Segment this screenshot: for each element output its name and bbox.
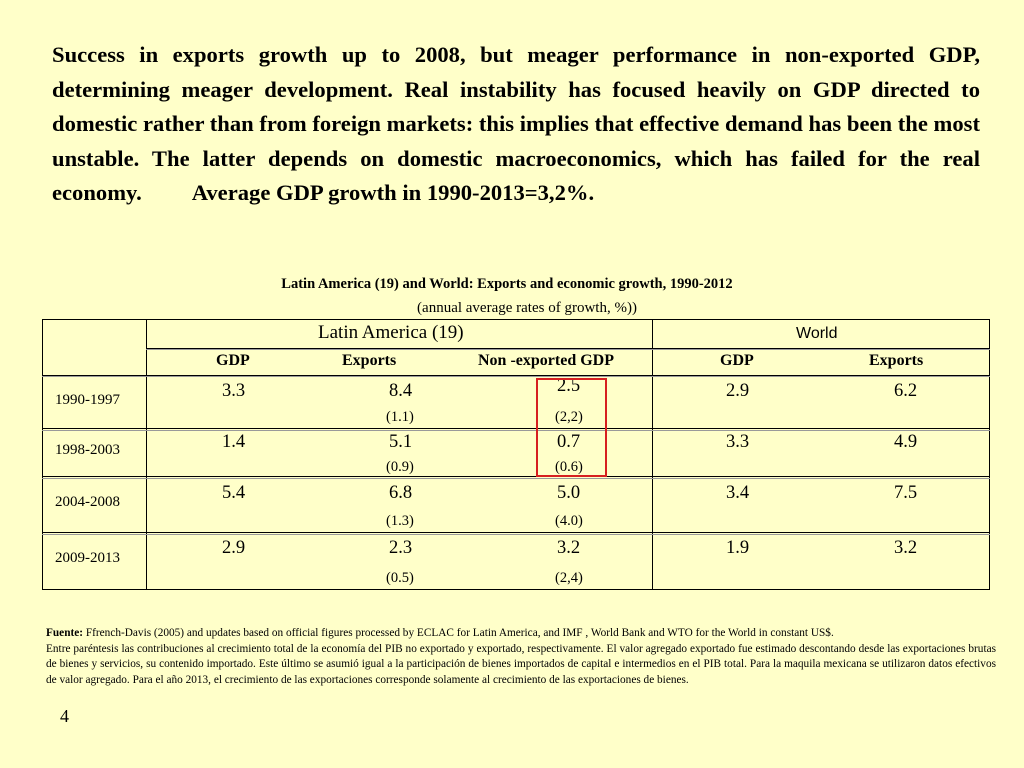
cell-la-non-exported-contrib: (2,4) [555,570,583,586]
cell-world-gdp: 3.4 [726,483,750,503]
cell-la-exports-contrib: (0.5) [386,570,414,586]
cell-world-exports: 3.2 [894,538,918,558]
column-divider-period [146,319,147,590]
cell-la-exports-contrib: (0.9) [386,459,414,475]
cell-la-gdp: 1.4 [222,432,246,452]
cell-world-gdp: 1.9 [726,538,750,558]
cell-la-gdp: 5.4 [222,483,246,503]
intro-text-main: Success in exports growth up to 2008, bu… [52,42,980,206]
subheader-la-gdp: GDP [216,352,250,369]
table-subtitle: (annual average rates of growth, %)) [417,300,637,316]
cell-world-exports: 6.2 [894,381,918,401]
row-divider-3-shade [42,534,990,535]
header-world: World [796,325,838,342]
intro-paragraph: Success in exports growth up to 2008, bu… [52,38,980,211]
row-period: 2004-2008 [55,494,120,510]
row-divider-subheader-shade [42,376,990,377]
row-divider-header-shade [146,349,990,350]
source-note: Fuente: Ffrench-Davis (2005) and updates… [46,626,996,642]
header-latin-america: Latin America (19) [318,322,464,343]
cell-world-gdp: 3.3 [726,432,750,452]
cell-la-gdp: 2.9 [222,538,246,558]
intro-text-tail: Average GDP growth in 1990-2013=3,2%. [191,180,595,206]
cell-la-non-exported-contrib: (0.6) [555,459,583,475]
subheader-world-exports: Exports [869,352,924,369]
cell-la-exports: 5.1 [389,432,413,452]
cell-la-exports-contrib: (1.1) [386,409,414,425]
footer: Fuente: Ffrench-Davis (2005) and updates… [46,626,996,688]
row-divider-1-shade [42,430,990,431]
subheader-la-exports: Exports [342,352,397,369]
row-divider-header [146,348,990,349]
cell-la-non-exported-gdp: 3.2 [557,538,581,558]
cell-world-exports: 7.5 [894,483,918,503]
cell-la-exports-contrib: (1.3) [386,513,414,529]
cell-la-non-exported-gdp: 0.7 [557,432,581,452]
cell-la-gdp: 3.3 [222,381,246,401]
table-border-top [42,319,990,320]
source-text: Ffrench-Davis (2005) and updates based o… [85,627,834,639]
cell-la-exports: 2.3 [389,538,413,558]
row-period: 1990-1997 [55,392,120,408]
row-divider-1 [42,428,990,429]
cell-la-non-exported-contrib: (4.0) [555,513,583,529]
subheader-la-non-exported-gdp: Non -exported GDP [478,352,614,369]
cell-world-gdp: 2.9 [726,381,750,401]
row-divider-2-shade [42,478,990,479]
source-label: Fuente: [46,627,84,639]
subheader-world-gdp: GDP [720,352,754,369]
growth-table: Latin America (19) World GDP Exports Non… [42,319,990,590]
cell-la-non-exported-contrib: (2,2) [555,409,583,425]
row-period: 2009-2013 [55,550,120,566]
page-number: 4 [60,706,69,726]
highlight-box [536,378,607,477]
row-divider-2 [42,476,990,477]
table-title: Latin America (19) and World: Exports an… [281,276,733,292]
row-divider-subheader [42,375,990,376]
row-divider-3 [42,532,990,533]
cell-la-non-exported-gdp: 5.0 [557,483,581,503]
methodology-note: Entre paréntesis las contribuciones al c… [46,642,996,686]
table-border-left [42,319,43,590]
cell-la-exports: 6.8 [389,483,413,503]
cell-la-non-exported-gdp: 2.5 [557,376,581,396]
cell-world-exports: 4.9 [894,432,918,452]
table-border-right [989,319,990,590]
row-period: 1998-2003 [55,442,120,458]
column-divider-world [652,319,653,590]
cell-la-exports: 8.4 [389,381,413,401]
table-border-bottom [42,589,990,590]
